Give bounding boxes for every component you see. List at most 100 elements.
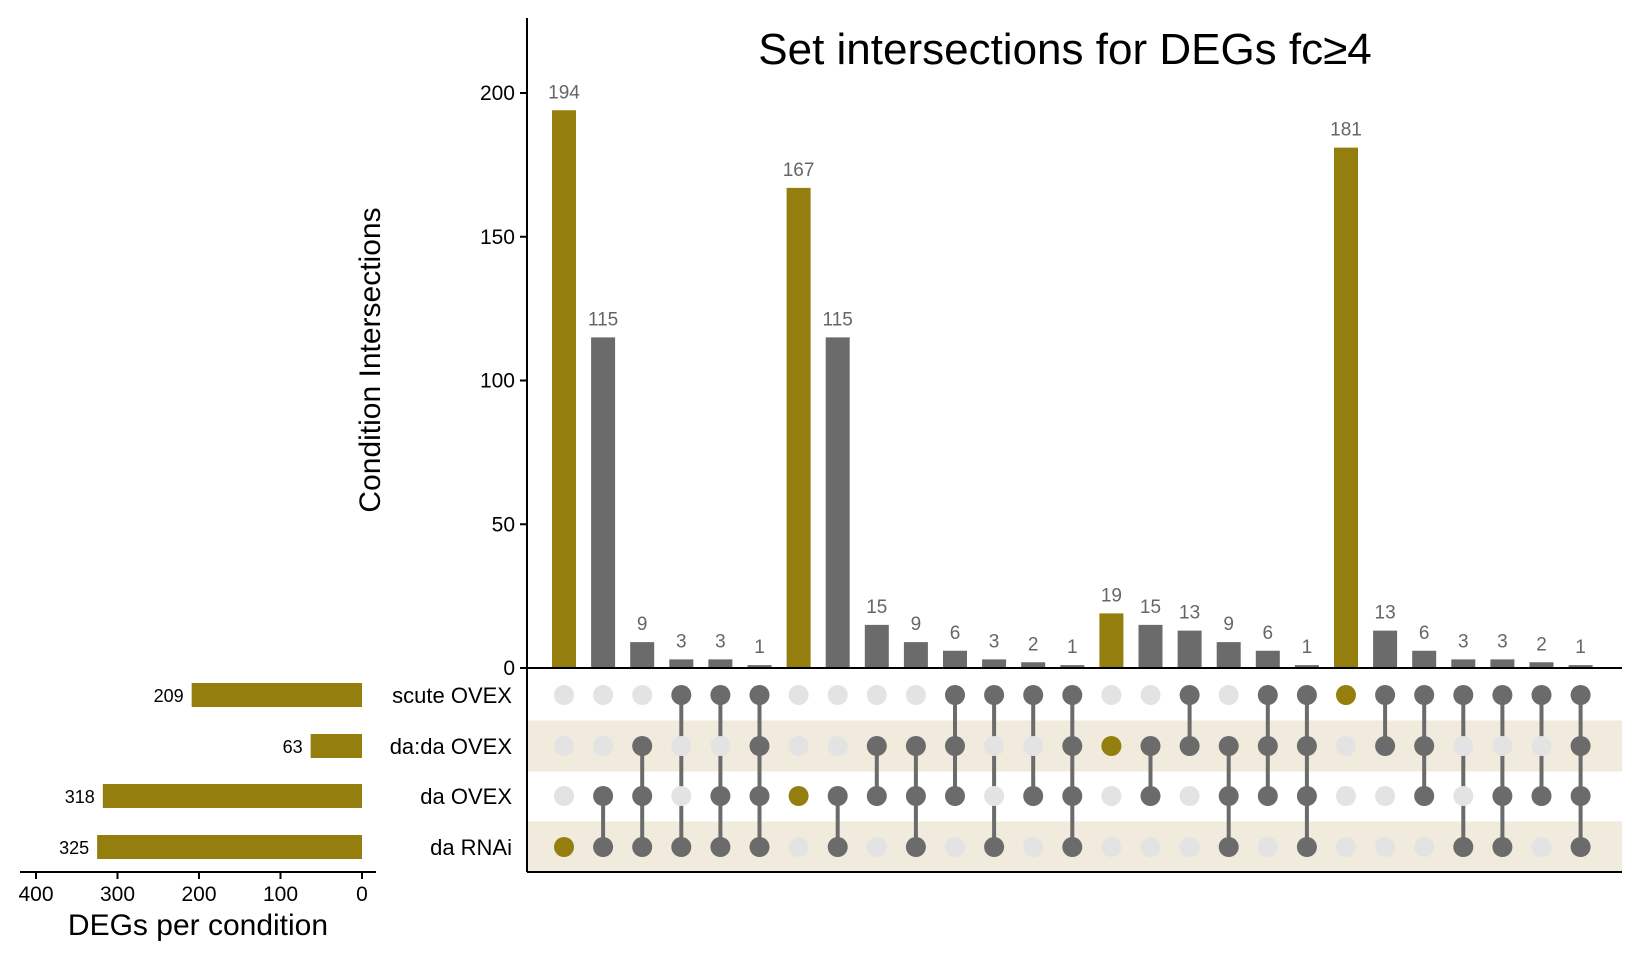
- set-size-tick-label: 100: [263, 883, 298, 906]
- matrix-dot-empty: [788, 837, 809, 857]
- matrix-dot-empty: [945, 837, 965, 857]
- matrix-dot-empty: [1023, 736, 1044, 756]
- matrix-dot-filled: [632, 736, 653, 756]
- matrix-dot-filled: [1101, 736, 1122, 756]
- set-size-bar: [97, 835, 362, 859]
- bar-value-label: 15: [1140, 597, 1161, 618]
- set-size-bar: [310, 734, 362, 758]
- y-tick-label: 0: [503, 657, 515, 680]
- matrix-dot-empty: [1375, 837, 1396, 857]
- set-size-label: 209: [154, 686, 184, 706]
- matrix-dot-empty: [554, 736, 574, 756]
- matrix-dot-filled: [1062, 685, 1083, 705]
- matrix-dot-filled: [1179, 685, 1200, 705]
- matrix-dot-filled: [1062, 786, 1083, 806]
- matrix-dot-filled: [1179, 736, 1200, 756]
- axes: 0 50 100 150 200 400 300 200 100 0: [18, 18, 1622, 906]
- y-tick-label: 200: [480, 82, 515, 105]
- intersection-bar: [864, 624, 889, 668]
- bar-value-label: 6: [1419, 623, 1430, 644]
- matrix-dot-empty: [1336, 786, 1356, 806]
- matrix-dot-filled: [1023, 685, 1044, 705]
- bar-value-label: 6: [950, 623, 961, 644]
- matrix-dot-filled: [905, 736, 926, 756]
- matrix-dot-filled: [593, 786, 614, 806]
- set-name-label: scute OVEX: [392, 683, 512, 708]
- matrix-dot-empty: [1414, 837, 1435, 857]
- intersection-bar: [1294, 665, 1319, 668]
- intersection-bar: [1060, 665, 1085, 668]
- matrix-dot-empty: [1101, 685, 1122, 705]
- matrix-dot-empty: [1257, 837, 1278, 857]
- matrix-dot-empty: [1140, 685, 1161, 705]
- set-size-bar: [191, 683, 362, 707]
- intersection-bar: [1138, 624, 1163, 668]
- bar-value-label: 194: [548, 82, 580, 103]
- matrix-dot-filled: [1531, 786, 1552, 806]
- matrix-dot-empty: [1375, 786, 1396, 806]
- set-size-label: 318: [65, 787, 95, 807]
- matrix-dot-empty: [671, 786, 692, 806]
- matrix-dot-empty: [1101, 786, 1122, 806]
- matrix-dot-empty: [1336, 837, 1356, 857]
- matrix-dot-empty: [1140, 837, 1161, 857]
- intersection-bar: [747, 665, 772, 668]
- bar-value-label: 19: [1101, 585, 1122, 606]
- matrix-dot-filled: [1375, 685, 1396, 705]
- bar-value-label: 1: [1302, 637, 1313, 658]
- intersection-bar: [786, 187, 811, 668]
- matrix-dot-filled: [1140, 786, 1161, 806]
- matrix-dot-filled: [866, 786, 887, 806]
- set-size-bars: 209 scute OVEX 63 da:da OVEX 318 da OVEX 325 da…: [59, 683, 512, 860]
- matrix-dot-filled: [1336, 685, 1356, 705]
- matrix-dot-filled: [671, 685, 692, 705]
- matrix-dot-empty: [1531, 837, 1552, 857]
- y-tick-label: 150: [480, 226, 515, 249]
- bar-value-label: 1: [1067, 637, 1078, 658]
- matrix-dot-empty: [1023, 837, 1044, 857]
- matrix-dot-filled: [1492, 786, 1513, 806]
- intersection-bar: [943, 650, 967, 668]
- matrix-dot-filled: [827, 786, 848, 806]
- matrix-dot-empty: [827, 736, 848, 756]
- intersection-bar: [982, 659, 1007, 668]
- matrix-dot-filled: [905, 837, 926, 857]
- bar-value-label: 3: [1458, 631, 1469, 652]
- matrix-dot-empty: [1453, 786, 1474, 806]
- intersection-bar: [630, 642, 655, 668]
- matrix-dot-filled: [1570, 837, 1591, 857]
- bar-value-label: 3: [715, 631, 726, 652]
- matrix-dot-filled: [1414, 736, 1435, 756]
- bar-value-label: 181: [1330, 120, 1362, 141]
- matrix-dot-filled: [1453, 685, 1474, 705]
- matrix-dot-empty: [1179, 786, 1200, 806]
- bar-value-label: 15: [866, 597, 887, 618]
- matrix-dot-filled: [749, 786, 770, 806]
- matrix-dot-empty: [866, 837, 887, 857]
- intersection-bar: [1021, 662, 1046, 668]
- intersection-bar: [1568, 665, 1593, 668]
- set-size-bar: [102, 784, 362, 808]
- matrix-dot-empty: [1531, 736, 1552, 756]
- set-size-tick-label: 400: [18, 883, 53, 906]
- set-size-label: 63: [283, 737, 303, 757]
- matrix-dot-filled: [945, 736, 965, 756]
- matrix-dot-empty: [1492, 736, 1513, 756]
- matrix-dot-filled: [945, 786, 965, 806]
- intersection-bar: [552, 110, 576, 668]
- matrix-dot-filled: [749, 837, 770, 857]
- matrix-dot-empty: [632, 685, 653, 705]
- matrix-dot-empty: [866, 685, 887, 705]
- intersection-bar: [1412, 650, 1437, 668]
- matrix-dot-filled: [1296, 786, 1317, 806]
- matrix-dot-filled: [1062, 837, 1083, 857]
- intersection-matrix: [554, 685, 1591, 857]
- intersection-bar: [1099, 613, 1124, 668]
- matrix-dot-filled: [1296, 837, 1317, 857]
- matrix-dot-filled: [1218, 736, 1239, 756]
- bar-value-label: 115: [588, 309, 618, 330]
- matrix-dot-filled: [1218, 786, 1239, 806]
- matrix-dot-empty: [984, 736, 1005, 756]
- intersection-bar: [903, 642, 928, 668]
